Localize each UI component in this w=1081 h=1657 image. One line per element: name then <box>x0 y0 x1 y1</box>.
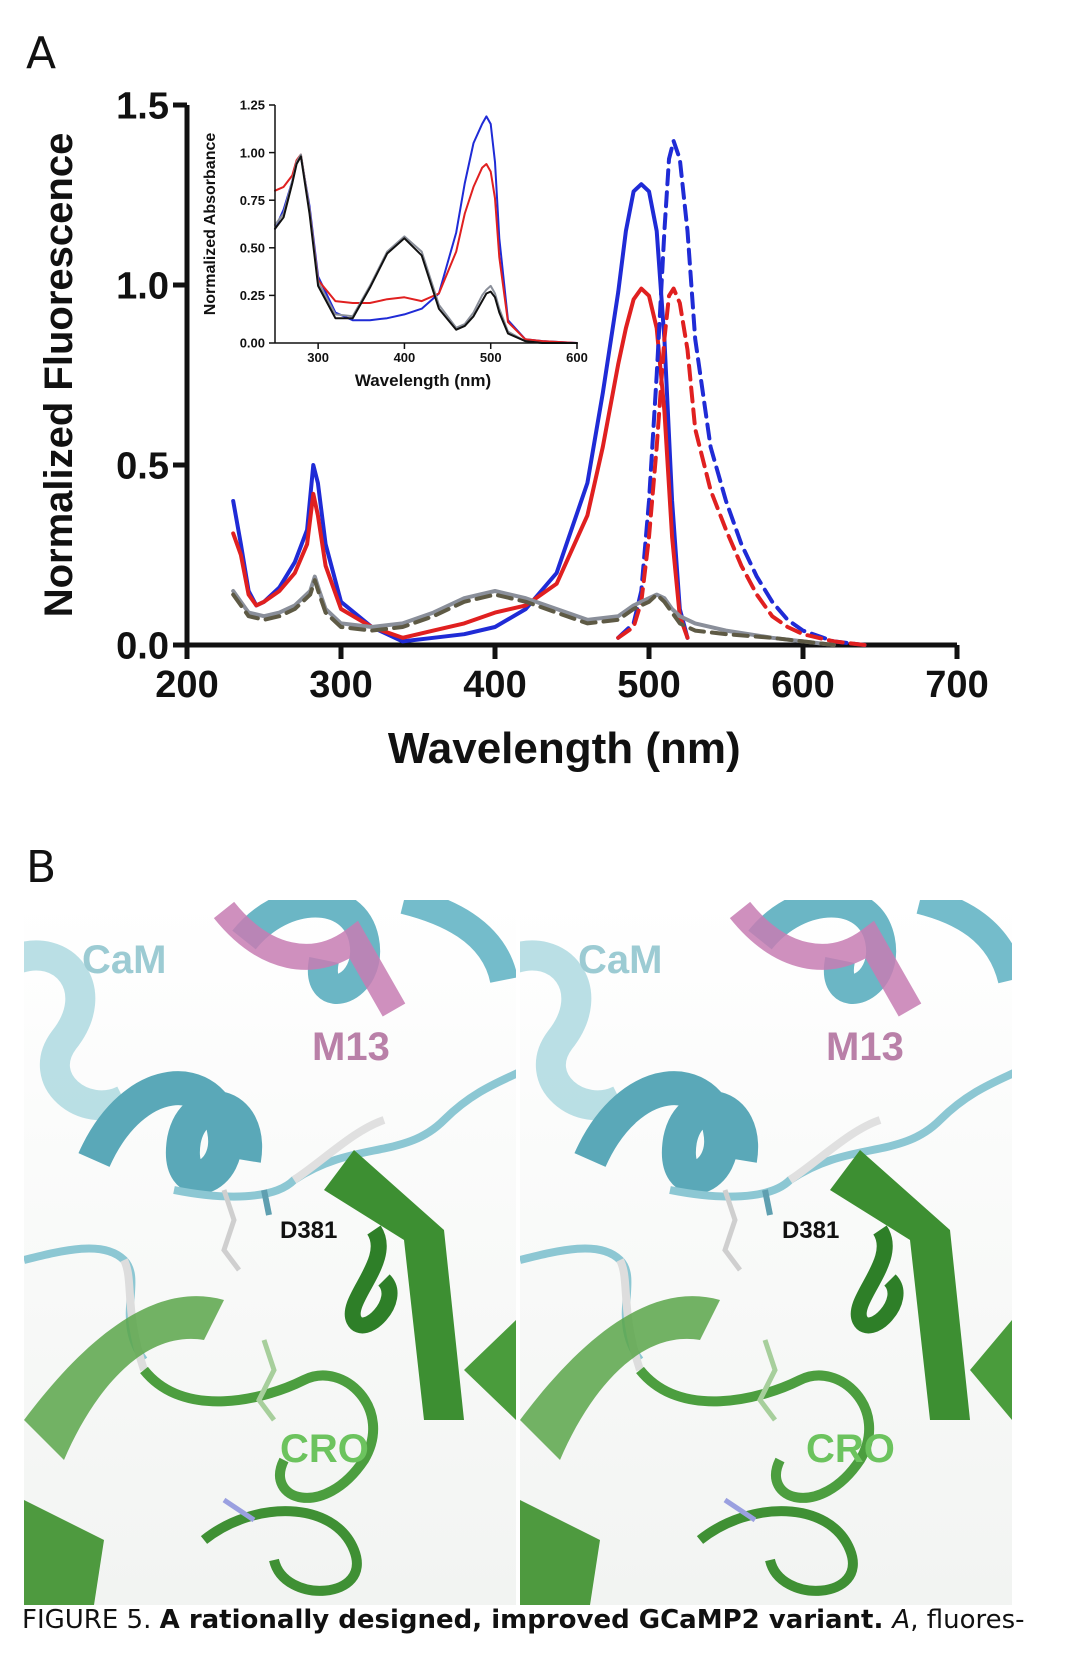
panel-b-letter: B <box>26 842 57 893</box>
caption-text: , fluores- <box>910 1605 1025 1635</box>
absorbance-inset: 300 400 500 600 0.00 0.25 0.50 0.75 1.00 1.25 Wave… <box>202 98 588 390</box>
caption-panel-ref: A <box>892 1605 911 1635</box>
inset-y-tick-label-1: 0.25 <box>240 288 265 303</box>
inset-series-3-black-solid <box>274 155 578 344</box>
d381-label-right: D381 <box>782 1217 839 1244</box>
inset-y-axis-title: Normalized Absorbance <box>202 133 219 316</box>
inset-x-axis-title: Wavelength (nm) <box>355 371 491 390</box>
main-x-tick-label-5: 700 <box>925 664 988 706</box>
inset-x-tick-label-3: 600 <box>566 350 588 365</box>
main-series-4-gray-solid <box>231 574 836 647</box>
stereo-left-view: CaM M13 D381 CRO <box>24 900 516 1605</box>
main-axes: 200 300 400 500 600 700 0.0 0.5 1.0 1.5 Wavelength… <box>37 86 989 773</box>
main-x-tick-label-0: 200 <box>155 664 218 706</box>
fluorescence-chart: 200 300 400 500 600 700 0.0 0.5 1.0 1.5 Wavelength… <box>37 86 989 773</box>
d381-label-left: D381 <box>280 1217 337 1244</box>
inset-series-1-red-solid <box>274 153 578 344</box>
inset-series-2-gray-solid <box>274 153 578 344</box>
cam-label-left: CaM <box>82 938 166 982</box>
figure-caption: FIGURE 5. A rationally designed, improve… <box>22 1605 1072 1635</box>
inset-x-tick-label-1: 400 <box>394 350 416 365</box>
main-series-3-red-dashed <box>616 286 867 647</box>
inset-y-tick-label-5: 1.25 <box>240 98 265 113</box>
main-series-2-blue-dashed <box>616 139 867 647</box>
main-y-axis-title: Normalized Fluorescence <box>37 133 81 618</box>
main-y-tick-label-1: 0.5 <box>116 446 169 488</box>
main-x-axis-title: Wavelength (nm) <box>388 724 741 773</box>
main-series <box>231 139 867 647</box>
cro-label-right: CRO <box>806 1427 895 1471</box>
stereo-structure-image: CaM M13 D381 CRO C <box>24 900 1012 1605</box>
caption-title: A rationally designed, improved GCaMP2 v… <box>159 1605 893 1635</box>
inset-y-tick-label-3: 0.75 <box>240 193 265 208</box>
main-series-0-blue-solid <box>231 182 690 644</box>
panel-a-letter: A <box>26 28 57 79</box>
main-x-tick-label-1: 300 <box>309 664 372 706</box>
main-y-tick-label-3: 1.5 <box>116 86 169 128</box>
main-x-tick-label-4: 600 <box>771 664 834 706</box>
inset-series <box>274 115 578 344</box>
inset-series-0-blue-solid <box>274 115 578 344</box>
main-y-tick-label-0: 0.0 <box>116 626 169 668</box>
cro-label-left: CRO <box>280 1427 369 1471</box>
inset-y-tick-label-4: 1.00 <box>240 145 265 160</box>
cam-label-right: CaM <box>578 938 662 982</box>
main-y-tick-label-2: 1.0 <box>116 266 169 308</box>
main-series-1-red-solid <box>231 286 690 640</box>
main-series-5-olive-dashed <box>231 578 836 647</box>
main-x-tick-label-2: 400 <box>463 664 526 706</box>
main-x-tick-label-3: 500 <box>617 664 680 706</box>
stereo-right-view: CaM M13 D381 CRO <box>520 900 1012 1605</box>
inset-y-tick-label-2: 0.50 <box>240 240 265 255</box>
inset-x-tick-label-0: 300 <box>307 350 329 365</box>
m13-label-right: M13 <box>826 1025 904 1069</box>
caption-prefix: FIGURE 5. <box>22 1605 160 1635</box>
m13-label-left: M13 <box>312 1025 390 1069</box>
inset-x-tick-label-2: 500 <box>480 350 502 365</box>
inset-y-tick-label-0: 0.00 <box>240 336 265 351</box>
